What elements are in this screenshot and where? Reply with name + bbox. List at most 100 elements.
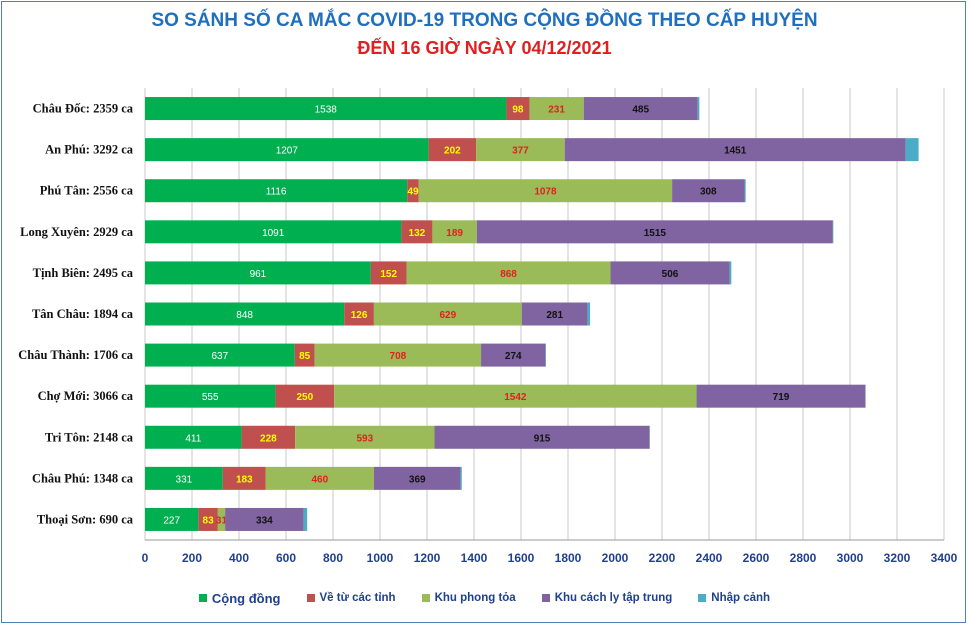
data-label: 152 [380,269,397,280]
data-label: 1451 [724,146,747,157]
data-label: 49 [407,187,419,198]
bar-segment [481,343,546,367]
data-label: 228 [260,433,277,444]
legend-label: Về từ các tỉnh [319,592,396,604]
bar-segment [370,261,407,285]
data-label: 331 [176,474,193,485]
bar-segment [610,261,730,285]
x-tick-label: 0 [142,551,149,565]
bar-segment [696,384,866,408]
data-label: 31 [216,515,228,526]
bar-segment [905,138,919,162]
x-tick-label: 800 [323,551,343,565]
data-label: 227 [163,515,180,526]
category-label: Tri Tôn: 2148 ca [45,430,134,444]
bar-segment [529,97,584,121]
chart-legend: Cộng đồng Về từ các tỉnh Khu phong tỏa Khu … [0,589,969,607]
data-label: 460 [311,474,328,485]
bar-segment [729,261,732,285]
bar-segment [145,425,242,449]
bar-segment [145,261,371,285]
category-label: Châu Phú: 1348 ca [32,471,134,485]
legend-swatch [541,594,550,602]
x-tick-label: 3400 [931,551,958,565]
chart-subtitle: ĐẾN 16 GIỜ NGÀY 04/12/2021 [357,38,612,58]
bar-segment [344,302,374,326]
data-label: 183 [236,474,253,485]
x-tick-label: 2200 [649,551,676,565]
x-tick-label: 200 [182,551,202,565]
bar-segment [241,425,296,449]
legend-swatch [198,594,207,602]
data-label: 1091 [262,228,285,239]
data-label: 1078 [534,187,557,198]
data-label: 98 [512,105,524,116]
bar-segment [587,302,591,326]
bar-segment [373,466,461,490]
data-label: 202 [444,146,461,157]
bar-segment [434,425,650,449]
x-tick-label: 1400 [461,551,488,565]
category-label: Phú Tân: 2556 ca [40,184,134,198]
bar-segment [145,466,223,490]
data-label: 868 [500,269,517,280]
x-tick-label: 1200 [414,551,441,565]
bar-segment [314,343,482,367]
legend-item: Cộng đồng [198,590,281,606]
bar-segment [222,466,266,490]
data-label: 1515 [644,228,667,239]
data-label: 1116 [266,187,287,198]
data-label: 308 [700,187,717,198]
bar-segment [506,97,530,121]
x-tick-label: 1800 [555,551,582,565]
data-label: 189 [446,228,463,239]
legend-item: Khu phong tỏa [421,592,516,604]
x-tick-label: 1000 [367,551,394,565]
x-tick-label: 2600 [743,551,770,565]
x-tick-label: 400 [229,551,249,565]
bar-segment [265,466,374,490]
bar-segment [564,138,906,162]
legend-label: Cộng đồng [211,590,281,606]
bar-segment [303,507,308,531]
bar-segment [295,425,435,449]
bar-segment [476,220,833,244]
x-tick-label: 2400 [696,551,723,565]
data-label: 231 [548,105,565,116]
bar-segment [334,384,697,408]
legend-item: Về từ các tỉnh [306,592,396,604]
x-tick-label: 2000 [602,551,629,565]
legend-label: Nhập cảnh [711,592,771,604]
bar-segment [145,302,345,326]
x-tick-label: 3000 [837,551,864,565]
data-label: 637 [212,351,229,362]
bar-segment [521,302,588,326]
data-label: 411 [185,433,201,444]
x-tick-label: 1600 [508,551,535,565]
chart-title: SO SÁNH SỐ CA MẮC COVID-19 TRONG CỘNG ĐỒ… [151,10,818,31]
legend-item: Khu cách ly tập trung [541,592,672,604]
bar-segment [401,220,433,244]
data-label: 1538 [315,105,338,116]
data-label: 485 [632,105,649,116]
category-label: Châu Đốc: 2359 ca [33,102,134,116]
data-label: 961 [250,269,267,280]
legend-label: Khu phong tỏa [434,592,516,604]
x-tick-label: 600 [276,551,296,565]
bar-segment [198,507,218,531]
data-label: 1542 [504,392,527,403]
x-tick-label: 2800 [790,551,817,565]
data-label: 629 [439,310,456,321]
bar-segment [418,179,673,203]
bar-segment [145,179,408,203]
bar-segment [294,343,315,367]
data-label: 848 [236,310,253,321]
bar-segment [428,138,477,162]
bar-segment [145,384,276,408]
bar-segment [145,138,429,162]
data-label: 369 [409,474,426,485]
data-label: 1207 [276,146,299,157]
data-label: 334 [256,515,273,526]
